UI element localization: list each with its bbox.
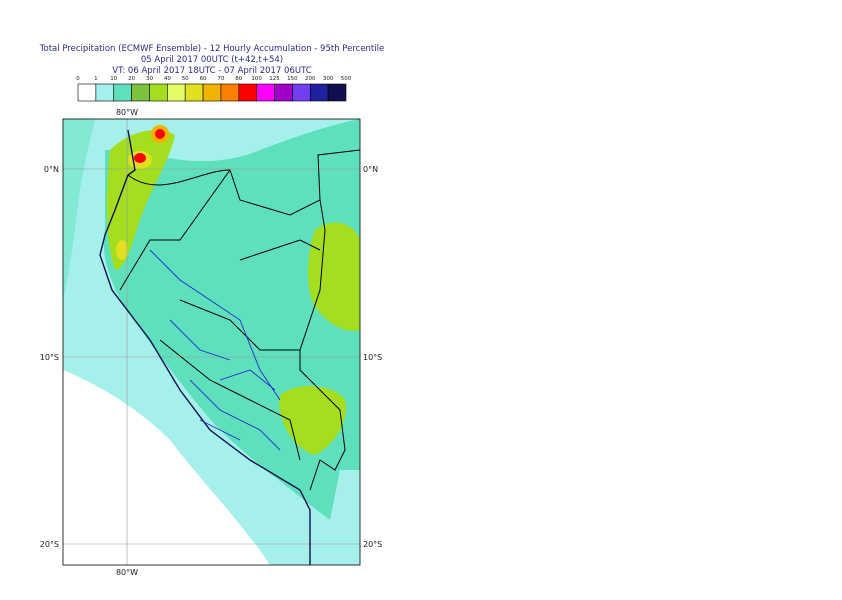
- lat-label: 20°S: [40, 540, 59, 549]
- lon-label: 80°W: [116, 568, 138, 577]
- colorbar: 0 1 10 20 30 40 50 60 70 80 100 125 150 200 300 500: [76, 76, 352, 102]
- rain-area: [116, 240, 128, 260]
- colorbar-label: 300: [323, 76, 334, 82]
- colorbar-box: [113, 83, 132, 102]
- lon-label: 80°W: [116, 108, 138, 117]
- colorbar-label: 150: [287, 76, 298, 82]
- colorbar-box: [77, 83, 97, 102]
- coastline: [99, 129, 311, 565]
- colorbar-label: 70: [217, 76, 224, 82]
- lat-label: 10°S: [40, 353, 59, 362]
- colorbar-label: 60: [200, 76, 207, 82]
- colorbar-label: 80: [235, 76, 242, 82]
- rain-area: [106, 130, 175, 270]
- lat-label: 20°S: [363, 540, 382, 549]
- valid-time: VT: 06 April 2017 18UTC - 07 April 2017 …: [112, 66, 311, 76]
- border: [119, 149, 360, 491]
- colorbar-box: [167, 83, 186, 102]
- rain-area: [155, 129, 165, 139]
- colorbar-box: [292, 83, 311, 102]
- ocean-rain: [63, 119, 95, 300]
- colorbar-label: 10: [110, 76, 117, 82]
- colorbar-box: [202, 83, 222, 102]
- colorbar-label: 20: [128, 76, 135, 82]
- colorbar-box: [95, 83, 115, 102]
- colorbar-label: 0: [76, 76, 80, 82]
- region-border: [149, 249, 281, 451]
- subtitle: 05 April 2017 00UTC (t+42,t+54): [141, 55, 283, 65]
- colorbar-box: [309, 83, 329, 102]
- colorbar-box: [256, 83, 275, 102]
- dry-ocean: [63, 370, 270, 565]
- lat-label: 0°N: [44, 165, 59, 174]
- colorbar-label: 200: [305, 76, 316, 82]
- colorbar-box: [238, 83, 257, 102]
- rain-area: [279, 385, 346, 455]
- rain-area: [308, 222, 360, 331]
- colorbar-label: 30: [146, 76, 153, 82]
- colorbar-label: 125: [269, 76, 280, 82]
- map-frame: [62, 118, 361, 566]
- colorbar-label: 40: [164, 76, 171, 82]
- colorbar-label: 500: [341, 76, 352, 82]
- title: Total Precipitation (ECMWF Ensemble) - 1…: [39, 44, 384, 54]
- lat-label: 0°N: [363, 165, 378, 174]
- colorbar-box: [327, 83, 347, 102]
- colorbar-box: [149, 83, 168, 102]
- colorbar-label: 1: [94, 76, 98, 82]
- rain-area: [134, 153, 146, 163]
- colorbar-label: 100: [251, 76, 262, 82]
- map: 80°W 80°W 0°N 0°N 10°S 10°S 20°S 20°S: [40, 108, 383, 577]
- lat-label: 10°S: [363, 353, 382, 362]
- colorbar-box: [184, 83, 204, 102]
- colorbar-box: [131, 83, 150, 102]
- colorbar-label: 50: [182, 76, 189, 82]
- colorbar-box: [220, 83, 240, 102]
- colorbar-box: [274, 83, 293, 102]
